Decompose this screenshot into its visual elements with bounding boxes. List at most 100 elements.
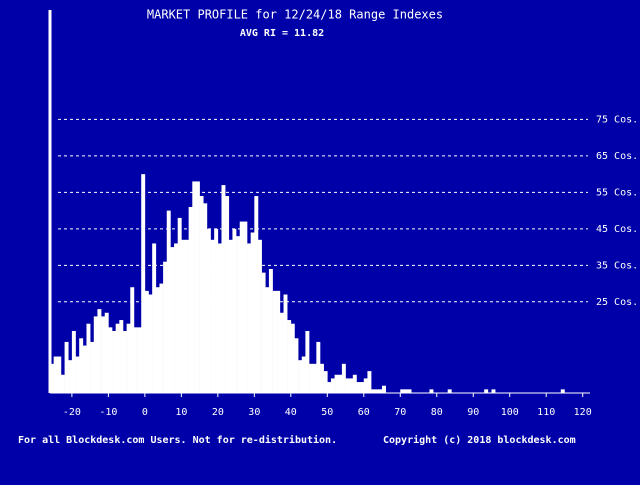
- bar: [79, 338, 84, 393]
- bar: [148, 294, 153, 393]
- bar: [327, 382, 332, 393]
- bar: [484, 389, 489, 393]
- bar: [316, 341, 321, 393]
- bar: [371, 389, 376, 393]
- bar: [243, 221, 248, 393]
- bar: [265, 287, 270, 393]
- bar: [356, 382, 361, 393]
- bar: [75, 356, 80, 393]
- bar: [112, 330, 116, 393]
- bar: [137, 327, 142, 393]
- bar: [334, 374, 339, 393]
- bar: [221, 185, 226, 393]
- bar: [86, 323, 91, 393]
- x-tick-label: 20: [212, 407, 224, 418]
- x-tick-label: 110: [537, 407, 555, 418]
- bar: [108, 327, 113, 393]
- bar: [298, 360, 303, 393]
- bar: [133, 327, 138, 393]
- y-tick-label: 55 Cos.: [596, 187, 638, 198]
- bar: [119, 320, 124, 393]
- bar: [170, 247, 175, 393]
- bar: [239, 221, 244, 393]
- bar: [93, 316, 98, 393]
- bar: [312, 363, 317, 393]
- footer-copyright: Copyright (c) 2018 blockdesk.com: [383, 434, 576, 446]
- bar: [195, 181, 200, 393]
- bar: [560, 389, 565, 393]
- bar: [400, 389, 405, 393]
- bar: [257, 239, 262, 393]
- bar: [374, 389, 379, 393]
- bar: [290, 323, 295, 393]
- bar: [254, 196, 259, 393]
- bar: [305, 330, 310, 393]
- bar: [268, 268, 273, 393]
- footer-note: For all Blockdesk.com Users. Not for re-…: [18, 434, 337, 446]
- bar: [276, 290, 281, 393]
- bar: [309, 363, 314, 393]
- bar: [82, 345, 87, 393]
- bar: [174, 243, 179, 393]
- bar: [152, 243, 157, 393]
- x-tick-label: 90: [467, 407, 479, 418]
- bar: [352, 374, 357, 393]
- bar: [141, 174, 146, 393]
- bar: [122, 330, 127, 393]
- bar: [185, 239, 189, 393]
- bar: [166, 210, 171, 393]
- bar: [429, 389, 434, 393]
- bar: [60, 374, 65, 393]
- x-tick-label: 40: [285, 407, 297, 418]
- bar: [199, 196, 204, 393]
- bar: [104, 312, 109, 393]
- x-tick-label: 0: [142, 407, 148, 418]
- bar: [192, 181, 197, 393]
- bar: [345, 378, 350, 393]
- bar: [382, 385, 386, 393]
- bar: [64, 341, 69, 393]
- bar: [349, 378, 354, 393]
- bar: [163, 261, 168, 393]
- bar: [225, 196, 230, 393]
- bar: [228, 239, 233, 393]
- bar: [323, 371, 328, 393]
- bar: [378, 389, 383, 393]
- bar: [214, 228, 219, 393]
- x-tick-label: 100: [501, 407, 519, 418]
- x-tick-label: 80: [431, 407, 443, 418]
- bar: [181, 239, 186, 393]
- bar: [232, 228, 237, 393]
- y-tick-label: 45 Cos.: [596, 224, 638, 235]
- bar: [155, 287, 160, 393]
- bar: [53, 356, 58, 393]
- bar: [272, 290, 277, 393]
- bar: [447, 389, 452, 393]
- bar: [101, 316, 106, 393]
- bar: [279, 312, 284, 393]
- bar: [338, 374, 343, 393]
- bar: [247, 243, 251, 393]
- bar: [57, 356, 62, 393]
- x-tick-label: 60: [358, 407, 370, 418]
- chart-title: MARKET PROFILE for 12/24/18 Range Indexe…: [147, 8, 443, 22]
- bar: [210, 239, 215, 393]
- bar: [177, 217, 182, 393]
- bar: [363, 378, 368, 393]
- x-tick-label: 50: [321, 407, 333, 418]
- bar: [403, 389, 408, 393]
- x-tick-label: 30: [248, 407, 260, 418]
- bar: [320, 363, 324, 393]
- bar: [217, 243, 222, 393]
- x-tick-label: 120: [574, 407, 592, 418]
- bar: [301, 356, 306, 393]
- bar: [283, 294, 288, 393]
- x-tick-label: 10: [175, 407, 187, 418]
- bar: [294, 338, 299, 393]
- bar: [97, 309, 102, 393]
- bar: [367, 371, 372, 393]
- chart-subtitle: AVG RI = 11.82: [240, 28, 324, 39]
- bar: [287, 320, 292, 393]
